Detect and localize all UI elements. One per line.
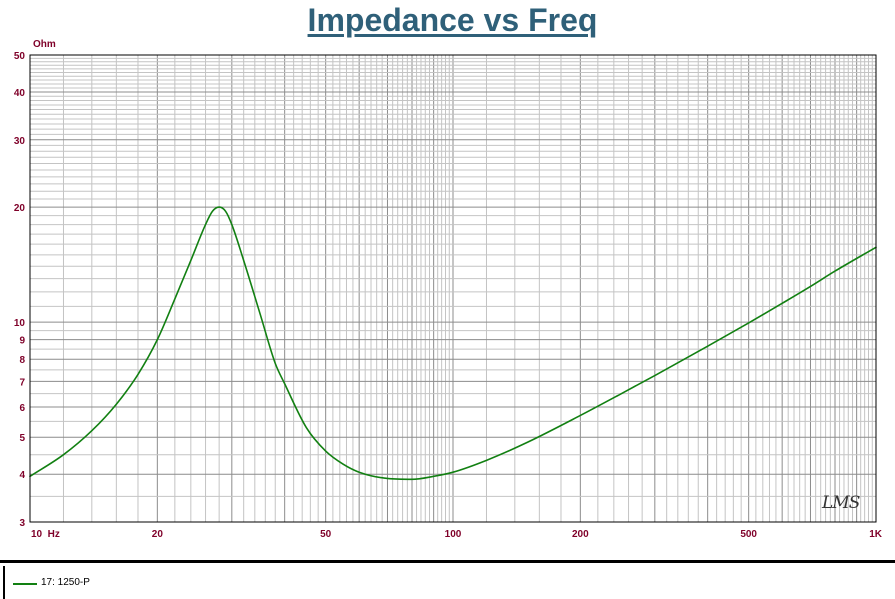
x-tick-label: 200 bbox=[572, 529, 589, 540]
grid-lines bbox=[30, 55, 876, 522]
y-tick-label: 3 bbox=[19, 518, 25, 529]
impedance-chart: 10 Hz 20 50 100 200 500 1K 3 4 5 6 7 8 9 10 20 30 40 50 O… bbox=[14, 39, 883, 540]
legend-swatch bbox=[13, 583, 37, 585]
chart-title: Impedance vs Freq bbox=[307, 2, 598, 38]
y-tick-label: 20 bbox=[14, 203, 26, 214]
y-tick-label: 10 bbox=[14, 318, 26, 329]
y-tick-label: 9 bbox=[19, 336, 25, 347]
x-tick-label: 50 bbox=[320, 529, 332, 540]
y-axis-label: Ohm bbox=[33, 39, 56, 50]
x-tick-label: 500 bbox=[740, 529, 757, 540]
legend-panel: 17: 1250-P bbox=[0, 560, 895, 599]
y-tick-label: 5 bbox=[19, 433, 25, 444]
y-tick-label: 40 bbox=[14, 88, 26, 99]
series-group bbox=[29, 206, 877, 481]
lms-watermark: LMS bbox=[822, 493, 860, 513]
y-tick-label: 8 bbox=[19, 355, 25, 366]
impedance-series-line bbox=[29, 206, 877, 481]
y-tick-label: 50 bbox=[14, 51, 26, 62]
legend-entry: 17: 1250-P bbox=[41, 577, 90, 588]
x-tick-label: 10 Hz bbox=[31, 529, 60, 540]
x-tick-label: 100 bbox=[445, 529, 462, 540]
x-tick-label: 20 bbox=[152, 529, 164, 540]
x-tick-labels: 10 Hz 20 50 100 200 500 1K bbox=[31, 529, 883, 540]
y-tick-labels: 3 4 5 6 7 8 9 10 20 30 40 50 bbox=[14, 51, 26, 529]
y-tick-label: 30 bbox=[14, 136, 26, 147]
plot-frame bbox=[29, 54, 877, 523]
x-tick-label: 1K bbox=[869, 529, 883, 540]
y-tick-label: 7 bbox=[19, 377, 25, 388]
y-tick-label: 6 bbox=[19, 403, 25, 414]
y-tick-label: 4 bbox=[19, 470, 25, 481]
legend-box: 17: 1250-P bbox=[3, 566, 895, 599]
